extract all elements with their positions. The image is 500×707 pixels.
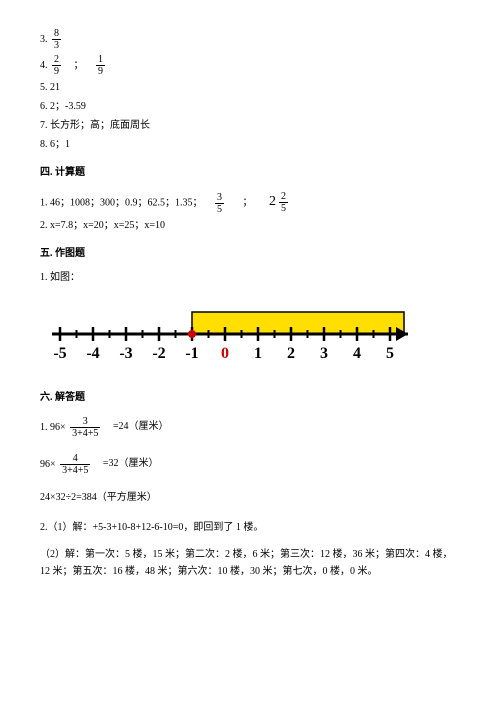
ans-5: 5. 21 — [40, 80, 460, 96]
svg-text:1: 1 — [254, 345, 262, 362]
svg-text:-1: -1 — [185, 345, 198, 362]
calc-2: 2. x=7.8；x=20；x=25；x=10 — [40, 218, 460, 234]
svg-text:-3: -3 — [119, 345, 132, 362]
prefix: 4. — [40, 60, 48, 71]
eq: =32（厘米） — [103, 458, 159, 469]
prefix: 3. — [40, 34, 48, 45]
prefix: 1. 96× — [40, 421, 66, 432]
ans-6: 6. 2；-3.59 — [40, 99, 460, 115]
svg-text:5: 5 — [386, 345, 394, 362]
section-4-title: 四. 计算题 — [40, 165, 460, 181]
solve-2a: 2.（1）解：+5-3+10-8+12-6-10=0，即回到了 1 楼。 — [40, 520, 460, 536]
svg-text:3: 3 — [320, 345, 328, 362]
solve-1c: 24×32÷2=384（平方厘米） — [40, 490, 460, 506]
svg-text:-5: -5 — [53, 345, 66, 362]
svg-text:2: 2 — [287, 345, 295, 362]
fraction: 43+4+5 — [60, 453, 90, 476]
sep: ； — [243, 197, 253, 208]
ans-8: 8. 6；1 — [40, 137, 460, 153]
fraction: 83 — [52, 28, 61, 51]
svg-text:4: 4 — [353, 345, 361, 362]
fraction: 33+4+5 — [70, 416, 100, 439]
mixed-number: 2 25 — [269, 191, 290, 214]
draw-1: 1. 如图： — [40, 270, 460, 286]
ans-4: 4. 29 ； 19 — [40, 54, 460, 77]
svg-text:0: 0 — [221, 345, 229, 362]
fraction: 29 — [52, 54, 61, 77]
section-6-title: 六. 解答题 — [40, 390, 460, 406]
svg-text:-2: -2 — [152, 345, 165, 362]
prefix: 1. 46；1008；300；0.9；62.5；1.35； — [40, 197, 203, 208]
fraction: 19 — [96, 54, 105, 77]
number-line: -5 -4 -3 -2 -1 0 1 2 3 4 5 — [40, 300, 460, 370]
ans-7: 7. 长方形；高；底面周长 — [40, 118, 460, 134]
eq: =24（厘米） — [113, 421, 169, 432]
fraction: 35 — [215, 192, 224, 215]
calc-1: 1. 46；1008；300；0.9；62.5；1.35； 35 ； 2 25 — [40, 191, 460, 215]
sep: ； — [74, 60, 84, 71]
ans-3: 3. 83 — [40, 28, 460, 51]
solve-2b: （2）解：第一次：5 楼，15 米；第二次：2 楼，6 米；第三次：12 楼，3… — [40, 546, 460, 580]
solve-1b: 96× 43+4+5 =32（厘米） — [40, 453, 460, 476]
svg-text:-4: -4 — [86, 345, 99, 362]
section-5-title: 五. 作图题 — [40, 246, 460, 262]
prefix: 96× — [40, 458, 56, 469]
solve-1a: 1. 96× 33+4+5 =24（厘米） — [40, 416, 460, 439]
